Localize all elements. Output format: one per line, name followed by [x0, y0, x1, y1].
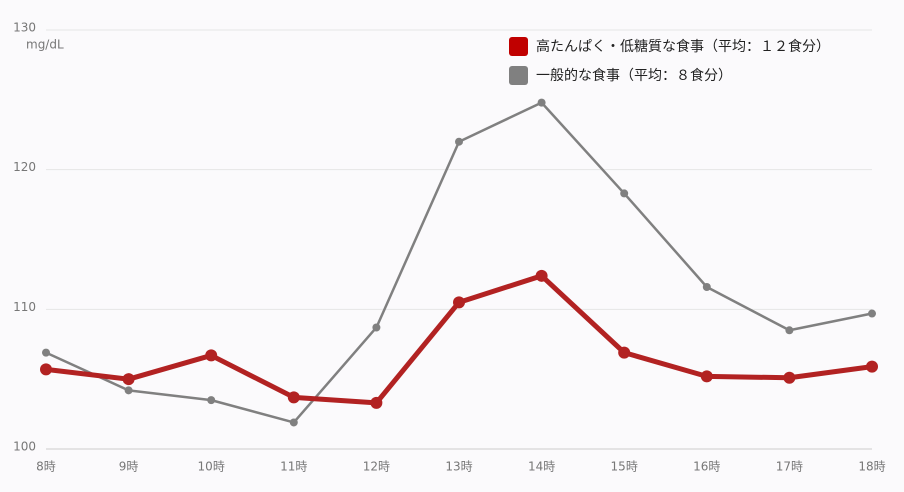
data-point — [207, 396, 216, 405]
legend-swatch — [509, 66, 528, 85]
x-tick-label: 11時 — [280, 460, 307, 474]
data-point — [535, 269, 548, 282]
x-tick-label: 10時 — [198, 460, 225, 474]
y-tick-label: 100 — [13, 440, 36, 454]
data-point — [370, 396, 383, 409]
data-point — [866, 360, 878, 373]
data-point — [868, 309, 876, 318]
data-point — [40, 363, 52, 376]
data-point — [783, 371, 796, 384]
data-point — [453, 296, 465, 309]
legend-label: 一般的な食事（平均：８食分） — [536, 67, 732, 84]
y-tick-label: 130 — [13, 21, 36, 35]
x-tick-label: 14時 — [528, 460, 555, 474]
data-point — [124, 386, 133, 395]
x-tick-label: 8時 — [36, 460, 56, 474]
data-point — [785, 326, 794, 335]
legend-label: 高たんぱく・低糖質な食事（平均：１２食分） — [536, 38, 830, 55]
data-point — [620, 189, 629, 198]
data-point — [700, 370, 713, 383]
y-tick-label: 110 — [13, 300, 36, 314]
data-point — [42, 348, 50, 357]
x-tick-label: 18時 — [858, 460, 885, 474]
data-point — [702, 282, 711, 291]
x-tick-label: 13時 — [445, 460, 472, 474]
y-axis-label: mg/dL — [26, 38, 64, 52]
y-tick-label: 120 — [13, 160, 36, 174]
x-tick-label: 16時 — [693, 460, 720, 474]
data-point — [455, 137, 463, 146]
data-point — [289, 418, 298, 427]
data-point — [122, 373, 135, 386]
data-point — [205, 349, 218, 362]
series-line — [45, 101, 873, 424]
data-point — [618, 346, 631, 359]
data-point — [537, 98, 546, 107]
data-point — [287, 391, 300, 404]
legend-swatch — [509, 37, 528, 56]
x-tick-label: 17時 — [776, 460, 803, 474]
series-line — [45, 273, 873, 406]
x-tick-label: 15時 — [611, 460, 638, 474]
x-tick-label: 9時 — [119, 460, 139, 474]
x-tick-label: 12時 — [363, 460, 390, 474]
data-point — [372, 323, 381, 332]
